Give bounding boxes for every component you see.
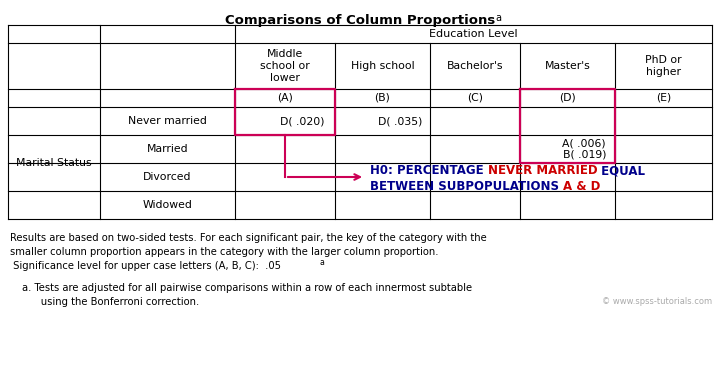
Text: PhD or
higher: PhD or higher — [645, 55, 682, 77]
Text: Master's: Master's — [544, 61, 590, 71]
Text: © www.spss-tutorials.com: © www.spss-tutorials.com — [602, 297, 712, 306]
Text: (E): (E) — [656, 93, 671, 103]
Text: Education Level: Education Level — [429, 29, 518, 39]
Text: Middle
school or
lower: Middle school or lower — [260, 49, 310, 83]
Text: D( .020): D( .020) — [280, 116, 325, 126]
Text: Never married: Never married — [128, 116, 207, 126]
Text: (B): (B) — [374, 93, 390, 103]
Text: Results are based on two-sided tests. For each significant pair, the key of the : Results are based on two-sided tests. Fo… — [10, 233, 487, 243]
Text: Marital Status: Marital Status — [16, 158, 92, 168]
Text: A & D: A & D — [563, 180, 600, 192]
Text: D( .035): D( .035) — [377, 116, 422, 126]
Text: High school: High school — [351, 61, 414, 71]
Text: EQUAL: EQUAL — [598, 165, 645, 177]
Text: using the Bonferroni correction.: using the Bonferroni correction. — [22, 297, 199, 307]
Text: (C): (C) — [467, 93, 483, 103]
Text: H0: PERCENTAGE: H0: PERCENTAGE — [370, 165, 487, 177]
Text: (A): (A) — [277, 93, 293, 103]
Text: BETWEEN SUBPOPULATIONS: BETWEEN SUBPOPULATIONS — [370, 180, 563, 192]
Text: Divorced: Divorced — [143, 172, 192, 182]
Text: Married: Married — [147, 144, 189, 154]
Text: a. Tests are adjusted for all pairwise comparisons within a row of each innermos: a. Tests are adjusted for all pairwise c… — [22, 283, 472, 293]
Text: NEVER MARRIED: NEVER MARRIED — [487, 165, 598, 177]
Text: Widowed: Widowed — [143, 200, 192, 210]
Text: Bachelor's: Bachelor's — [446, 61, 503, 71]
Text: a: a — [320, 258, 325, 267]
Text: smaller column proportion appears in the category with the larger column proport: smaller column proportion appears in the… — [10, 247, 438, 257]
Text: Comparisons of Column Proportions: Comparisons of Column Proportions — [225, 14, 495, 27]
Text: A( .006)
B( .019): A( .006) B( .019) — [562, 138, 606, 160]
Text: (D): (D) — [559, 93, 576, 103]
Text: Significance level for upper case letters (A, B, C):  .05: Significance level for upper case letter… — [10, 261, 281, 271]
Text: a: a — [495, 13, 501, 23]
